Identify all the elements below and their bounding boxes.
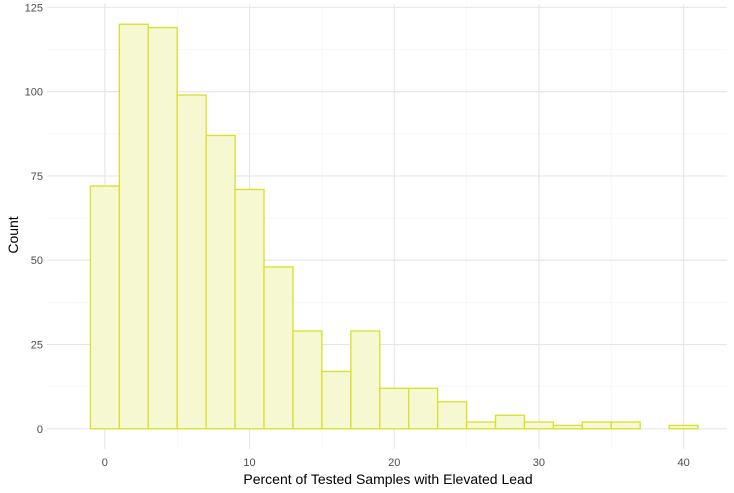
histogram-bar-0 xyxy=(89,185,120,430)
histogram-bars xyxy=(89,23,699,430)
y-axis-title: Count xyxy=(5,216,21,253)
histogram-bar-15 xyxy=(523,421,555,430)
histogram-bar-7 xyxy=(292,330,323,430)
histogram-bar-20 xyxy=(668,424,699,430)
x-tick-label: 10 xyxy=(243,457,255,469)
histogram-bar-17 xyxy=(581,421,612,430)
x-tick-label: 40 xyxy=(677,457,689,469)
histogram-bar-13 xyxy=(465,421,497,430)
histogram-bar-2 xyxy=(147,26,178,430)
histogram-bar-1 xyxy=(118,23,149,430)
tick-labels: 0 10 20 30 40 0 25 50 75 100 125 xyxy=(25,2,690,469)
histogram-bar-12 xyxy=(436,401,468,430)
histogram-bar-6 xyxy=(263,266,294,430)
histogram-bar-11 xyxy=(408,387,439,430)
y-tick-label: 125 xyxy=(25,2,43,14)
y-tick-label: 0 xyxy=(37,424,43,436)
y-tick-label: 25 xyxy=(31,339,43,351)
histogram-bar-18 xyxy=(610,421,641,430)
x-tick-label: 0 xyxy=(102,457,108,469)
histogram-bar-8 xyxy=(321,370,352,430)
histogram-bar-10 xyxy=(379,387,410,430)
histogram-bar-14 xyxy=(494,414,526,430)
histogram-bar-9 xyxy=(350,330,381,430)
x-tick-label: 20 xyxy=(388,457,400,469)
y-tick-label: 50 xyxy=(31,255,43,267)
histogram-bar-5 xyxy=(234,188,265,430)
y-tick-label: 75 xyxy=(31,171,43,183)
histogram-bar-16 xyxy=(552,424,583,430)
x-axis-title: Percent of Tested Samples with Elevated … xyxy=(243,471,532,487)
histogram-bar-4 xyxy=(205,134,236,430)
x-tick-label: 30 xyxy=(533,457,545,469)
histogram-bar-3 xyxy=(176,94,207,430)
y-tick-label: 100 xyxy=(25,87,43,99)
